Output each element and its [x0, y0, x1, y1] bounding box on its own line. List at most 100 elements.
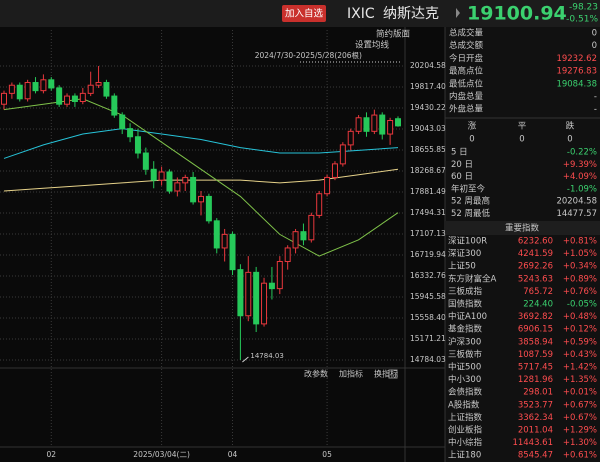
candle-body	[56, 87, 63, 105]
index-name[interactable]: 中证A100	[448, 311, 487, 322]
candle-body	[8, 84, 15, 94]
panel-button[interactable]: 加指标	[339, 369, 363, 379]
period-label: 年初至今	[451, 183, 486, 194]
candle-body	[237, 269, 244, 317]
candle-body	[158, 171, 165, 181]
candle-body	[16, 84, 23, 100]
candle-body	[331, 163, 338, 178]
add-watch-button[interactable]	[282, 5, 326, 22]
y-tick-label: 20204.58	[410, 61, 446, 70]
panel-icon[interactable]	[388, 369, 398, 379]
y-tick-label: 14784.03	[410, 355, 446, 364]
candle-body	[1, 92, 7, 105]
candle-body	[142, 152, 149, 170]
candle-body	[40, 79, 47, 92]
index-value: 3858.94	[518, 337, 553, 347]
quote-value: 19232.62	[556, 54, 597, 64]
quote-value: 19276.83	[556, 67, 597, 77]
y-tick-label: 17881.49	[410, 187, 446, 196]
index-name[interactable]: 东方财富全A	[448, 273, 497, 284]
index-name[interactable]: 中证500	[448, 362, 481, 373]
candle-body	[276, 261, 283, 290]
candle-body	[24, 82, 31, 100]
ma-setting[interactable]: 设置均线	[355, 40, 390, 51]
index-name[interactable]: 国债指数	[448, 299, 483, 310]
period-value: -0.22%	[567, 148, 597, 158]
candle-body	[300, 231, 307, 241]
period-value: -1.09%	[567, 184, 597, 194]
candle-body	[245, 271, 252, 317]
candle-body	[347, 130, 354, 146]
add-watch-label[interactable]: 加入自选	[285, 8, 324, 20]
period-label: 5 日	[451, 148, 468, 158]
index-name[interactable]: 上证50	[448, 262, 476, 272]
low-arrow	[242, 356, 249, 363]
index-name[interactable]: 三板成指	[448, 286, 483, 297]
index-name[interactable]: 沪深300	[448, 336, 481, 347]
index-name[interactable]: 中小综指	[448, 437, 483, 448]
candle-body	[284, 247, 291, 263]
panel-button[interactable]: 改参数	[304, 369, 328, 379]
candle-body	[79, 92, 86, 102]
index-name[interactable]: 创业板指	[448, 425, 483, 436]
index-name[interactable]: 深证300	[448, 249, 481, 259]
index-name[interactable]: 深证100R	[448, 237, 487, 247]
index-value: 11443.61	[512, 438, 553, 448]
index-name: 纳斯达克	[383, 6, 439, 22]
candle-body	[355, 117, 362, 132]
index-change: +1.29%	[563, 426, 597, 436]
quote-value: -	[594, 92, 597, 102]
quote-label: 最低点位	[449, 78, 484, 89]
candle-body	[150, 168, 157, 181]
candle-body	[213, 220, 220, 249]
y-tick-label: 17107.13	[410, 229, 446, 238]
period-label: 20 日	[451, 160, 473, 170]
index-name[interactable]: 中小300	[448, 374, 481, 385]
change: -98.23	[569, 3, 598, 13]
breadth-label: 跌	[566, 121, 575, 132]
quote-label: 今日开盘	[449, 53, 484, 64]
index-name[interactable]: 三板做市	[448, 349, 483, 360]
index-change: +0.89%	[563, 274, 597, 284]
index-name[interactable]: 上证指数	[448, 412, 483, 423]
period-value: +4.09%	[563, 172, 597, 182]
index-value: 6906.15	[518, 325, 553, 335]
layout-label[interactable]: 简约版面	[376, 29, 411, 40]
quote-panel	[445, 27, 600, 462]
candle-body	[292, 231, 299, 249]
panel-button[interactable]: 换指标	[374, 369, 398, 379]
index-name[interactable]: 上证180	[448, 451, 481, 461]
breadth-label: 涨	[468, 121, 477, 132]
candle-body	[190, 176, 197, 203]
index-name[interactable]: 会债指数	[448, 387, 483, 398]
nav-arrow[interactable]	[456, 8, 460, 18]
x-tick-label: 05	[322, 450, 332, 459]
breadth-label: 平	[518, 122, 527, 132]
y-tick-label: 17494.31	[410, 208, 446, 217]
quote-label: 外盘总量	[449, 104, 484, 115]
quote-value: 19084.38	[556, 79, 597, 89]
candle-body	[174, 182, 181, 192]
y-tick-label: 16719.94	[410, 250, 446, 259]
candle-body	[198, 195, 204, 203]
index-change: +0.34%	[563, 262, 597, 272]
symbol: IXIC	[347, 6, 375, 22]
range-label: 2024/7/30-2025/5/28(206根)	[255, 50, 362, 60]
index-value: 5717.45	[518, 363, 553, 373]
x-tick-label: 2025/03/04(二)	[133, 450, 190, 459]
index-change: -0.05%	[567, 300, 597, 310]
candle-body	[395, 118, 401, 127]
index-value: 298.01	[523, 388, 553, 398]
index-change: +1.42%	[563, 363, 597, 373]
candle-body	[316, 193, 323, 216]
y-tick-label: 19043.03	[410, 124, 446, 133]
y-tick-label: 15945.58	[410, 292, 446, 301]
ma-line	[3, 128, 399, 159]
index-name[interactable]: A股指数	[448, 399, 480, 410]
index-value: 8545.47	[518, 451, 553, 461]
index-name[interactable]: 基金指数	[448, 324, 483, 335]
price: 19100.94	[467, 3, 567, 25]
candle-body	[205, 195, 212, 222]
index-value: 765.72	[523, 287, 553, 297]
